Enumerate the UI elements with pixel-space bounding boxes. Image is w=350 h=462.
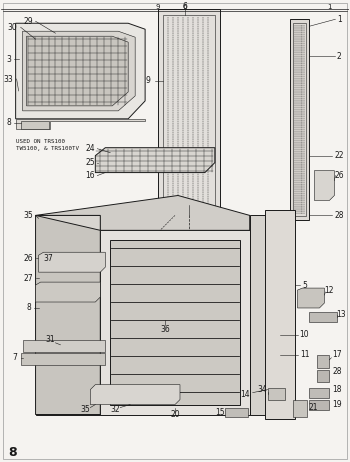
Text: 15: 15 [215, 408, 225, 417]
Polygon shape [23, 31, 135, 111]
Text: 3: 3 [6, 55, 11, 64]
Text: 33: 33 [4, 74, 14, 84]
Text: USED ON TRS100
TW5100, & TRS100TV: USED ON TRS100 TW5100, & TRS100TV [16, 139, 79, 151]
Polygon shape [309, 388, 329, 398]
Text: 10: 10 [300, 330, 309, 340]
Text: 6: 6 [183, 4, 187, 10]
Text: 35: 35 [80, 405, 90, 414]
Text: 37: 37 [44, 254, 54, 263]
Polygon shape [90, 385, 180, 405]
Text: 8: 8 [9, 446, 17, 459]
Polygon shape [289, 19, 309, 220]
Polygon shape [317, 355, 329, 368]
Text: 28: 28 [335, 211, 344, 220]
Text: 34: 34 [258, 385, 267, 394]
Polygon shape [95, 148, 215, 173]
Text: 31: 31 [46, 335, 55, 344]
Polygon shape [16, 119, 145, 129]
Polygon shape [36, 282, 100, 302]
Text: 21: 21 [309, 403, 318, 412]
Text: 26: 26 [335, 171, 344, 180]
Text: 35: 35 [24, 211, 34, 220]
Polygon shape [23, 340, 105, 352]
Polygon shape [309, 400, 329, 409]
Text: 8: 8 [26, 304, 31, 312]
Text: 28: 28 [332, 367, 342, 376]
Text: 2: 2 [337, 52, 342, 61]
Text: 19: 19 [332, 400, 342, 409]
Text: 25: 25 [85, 158, 95, 167]
Polygon shape [265, 210, 294, 419]
Text: 32: 32 [111, 405, 120, 414]
Text: 9: 9 [156, 4, 160, 10]
Text: 13: 13 [336, 310, 346, 319]
Text: 5: 5 [302, 280, 307, 290]
Polygon shape [36, 215, 100, 414]
Text: 24: 24 [85, 144, 95, 153]
Polygon shape [314, 170, 334, 201]
Text: 12: 12 [325, 286, 334, 295]
Text: 7: 7 [12, 353, 17, 362]
Text: 8: 8 [6, 118, 11, 128]
Polygon shape [298, 288, 324, 308]
Polygon shape [21, 353, 105, 365]
Polygon shape [225, 407, 248, 418]
Text: 20: 20 [170, 410, 180, 419]
Polygon shape [110, 240, 240, 405]
Polygon shape [36, 215, 100, 414]
Text: 36: 36 [160, 325, 170, 334]
Polygon shape [268, 388, 285, 400]
Text: 30: 30 [8, 23, 18, 32]
Text: 27: 27 [24, 274, 33, 283]
Text: 18: 18 [332, 385, 342, 394]
Polygon shape [100, 231, 250, 414]
Polygon shape [309, 312, 337, 322]
Text: 26: 26 [24, 254, 33, 263]
Text: 29: 29 [24, 17, 33, 26]
Polygon shape [16, 23, 145, 119]
Polygon shape [293, 400, 307, 418]
Polygon shape [21, 121, 49, 129]
Text: 17: 17 [332, 350, 342, 359]
Polygon shape [36, 195, 250, 231]
Text: 14: 14 [240, 390, 250, 399]
Polygon shape [317, 370, 329, 382]
Text: 16: 16 [85, 171, 95, 180]
Text: 6: 6 [182, 2, 187, 11]
Polygon shape [250, 215, 280, 414]
Text: 11: 11 [300, 350, 309, 359]
Text: 9: 9 [146, 77, 150, 85]
Polygon shape [27, 36, 128, 106]
Text: 1: 1 [337, 15, 342, 24]
Polygon shape [158, 9, 220, 215]
Polygon shape [38, 252, 105, 272]
Text: 1: 1 [327, 4, 332, 10]
Text: 22: 22 [335, 151, 344, 160]
